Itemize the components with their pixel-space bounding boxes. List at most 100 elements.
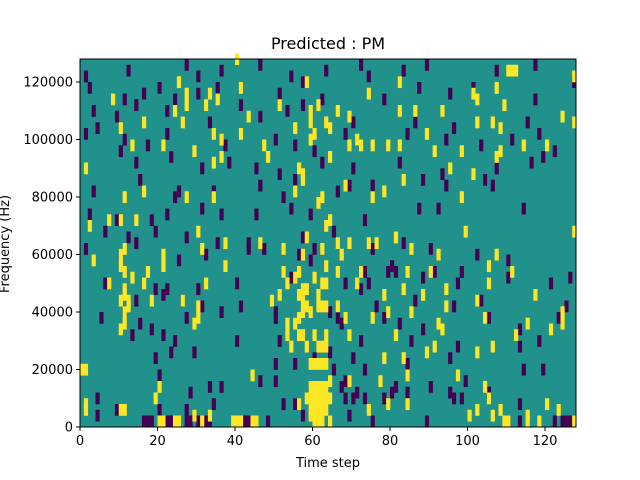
heatmap-cell-low xyxy=(149,415,154,428)
heatmap-cell-high xyxy=(393,329,399,342)
heatmap-cell-low xyxy=(343,375,348,388)
heatmap-cell-high xyxy=(219,133,224,146)
heatmap-cell-low xyxy=(289,271,294,284)
heatmap-cell-low xyxy=(99,312,104,324)
heatmap-cell-high xyxy=(200,243,205,255)
heatmap-cell-high xyxy=(304,76,309,89)
heatmap-cell-low xyxy=(459,392,464,405)
heatmap-cell-high xyxy=(83,162,89,175)
heatmap-cell-high xyxy=(258,237,263,250)
heatmap-cell-low xyxy=(87,208,92,221)
plot-area xyxy=(79,53,577,428)
heatmap-cell-low xyxy=(308,254,313,267)
heatmap-cell-low xyxy=(142,415,147,428)
heatmap-cell-high xyxy=(440,323,445,336)
heatmap-cell-low xyxy=(413,294,418,307)
heatmap-cell-high xyxy=(328,415,333,428)
heatmap-cell-high xyxy=(118,294,123,307)
heatmap-cell-high xyxy=(436,248,441,261)
heatmap-cell-high xyxy=(173,105,178,117)
heatmap-cell-low xyxy=(219,381,224,393)
heatmap-cell-low xyxy=(479,294,484,307)
heatmap-cell-low xyxy=(479,139,484,152)
heatmap-cell-low xyxy=(382,93,387,106)
heatmap-cell-low xyxy=(455,277,461,290)
heatmap-cell-low xyxy=(238,300,244,313)
heatmap-cell-low xyxy=(517,340,523,353)
heatmap-cell-high xyxy=(386,398,391,411)
heatmap-cell-high xyxy=(320,191,325,204)
heatmap-cell-low xyxy=(126,231,131,244)
y-tick-label: 60000 xyxy=(32,248,73,263)
heatmap-cell-high xyxy=(347,237,352,250)
heatmap-cell-low xyxy=(262,243,267,255)
heatmap-cell-high xyxy=(293,185,298,198)
heatmap-cell-low xyxy=(564,415,569,428)
heatmap-cell-high xyxy=(525,317,530,330)
heatmap-cell-low xyxy=(374,300,379,313)
heatmap-cell-low xyxy=(421,271,426,284)
heatmap-cell-low xyxy=(277,168,282,181)
heatmap-cell-high xyxy=(118,122,123,135)
heatmap-cell-high xyxy=(382,289,387,301)
heatmap-cell-high xyxy=(328,392,333,405)
heatmap-cell-high xyxy=(297,398,302,411)
heatmap-cell-low xyxy=(219,64,224,77)
y-axis: 0 20000 40000 60000 80000 100000 120000 xyxy=(23,76,80,436)
heatmap-cell-low xyxy=(293,139,298,152)
heatmap-cell-high xyxy=(300,329,306,342)
heatmap-cell-high xyxy=(444,283,449,296)
heatmap-cell-high xyxy=(324,220,329,232)
heatmap-cell-low xyxy=(254,208,259,221)
heatmap-cell-high xyxy=(111,93,116,106)
x-tick-label: 80 xyxy=(382,434,399,449)
heatmap-cell-low xyxy=(258,110,263,123)
heatmap-cell-high xyxy=(475,294,480,307)
y-axis-label: Frequency (Hz) xyxy=(0,195,13,293)
heatmap-cell-high xyxy=(537,415,542,428)
heatmap-cell-high xyxy=(370,312,375,324)
heatmap-cell-high xyxy=(572,225,577,238)
heatmap-cell-low xyxy=(134,237,139,250)
heatmap-cell-low xyxy=(200,202,205,215)
heatmap-cell-high xyxy=(277,289,282,301)
heatmap-cell-low xyxy=(273,375,278,388)
heatmap-cell-high xyxy=(374,237,379,250)
heatmap-cell-low xyxy=(103,225,108,238)
heatmap-cell-low xyxy=(568,271,573,284)
heatmap-cell-high xyxy=(316,340,321,353)
heatmap-cell-high xyxy=(320,381,325,393)
heatmap-cell-low xyxy=(421,323,426,336)
heatmap-cell-low xyxy=(114,214,120,227)
heatmap-cell-high xyxy=(324,404,329,416)
heatmap-cell-low xyxy=(405,386,410,399)
heatmap-cell-low xyxy=(533,59,538,71)
heatmap-cell-low xyxy=(370,179,375,192)
heatmap-cell-high xyxy=(572,70,577,83)
heatmap-cell-high xyxy=(424,346,430,359)
heatmap-cell-high xyxy=(308,358,313,370)
heatmap-cell-high xyxy=(316,300,321,313)
heatmap-cell-high xyxy=(409,243,414,255)
heatmap-cell-high xyxy=(525,409,530,422)
heatmap-cell-low xyxy=(521,202,526,215)
heatmap-cell-low xyxy=(351,352,356,365)
heatmap-cell-low xyxy=(537,335,542,347)
heatmap-cell-high xyxy=(211,156,216,169)
heatmap-cell-high xyxy=(134,214,139,227)
heatmap-cell-low xyxy=(393,381,399,393)
heatmap-cell-low xyxy=(196,70,201,83)
heatmap-cell-high xyxy=(386,139,391,152)
heatmap-cell-low xyxy=(343,277,348,290)
heatmap-cell-high xyxy=(506,64,511,77)
heatmap-cell-low xyxy=(153,283,158,296)
heatmap-cell-high xyxy=(161,139,166,152)
heatmap-cell-low xyxy=(362,392,368,405)
heatmap-cell-low xyxy=(173,335,178,347)
heatmap-cell-high xyxy=(300,168,306,181)
heatmap-cell-low xyxy=(312,145,317,158)
heatmap-cell-high xyxy=(545,139,550,152)
heatmap-cell-low xyxy=(138,174,143,186)
heatmap-cell-high xyxy=(483,312,488,324)
heatmap-cell-low xyxy=(560,415,565,428)
